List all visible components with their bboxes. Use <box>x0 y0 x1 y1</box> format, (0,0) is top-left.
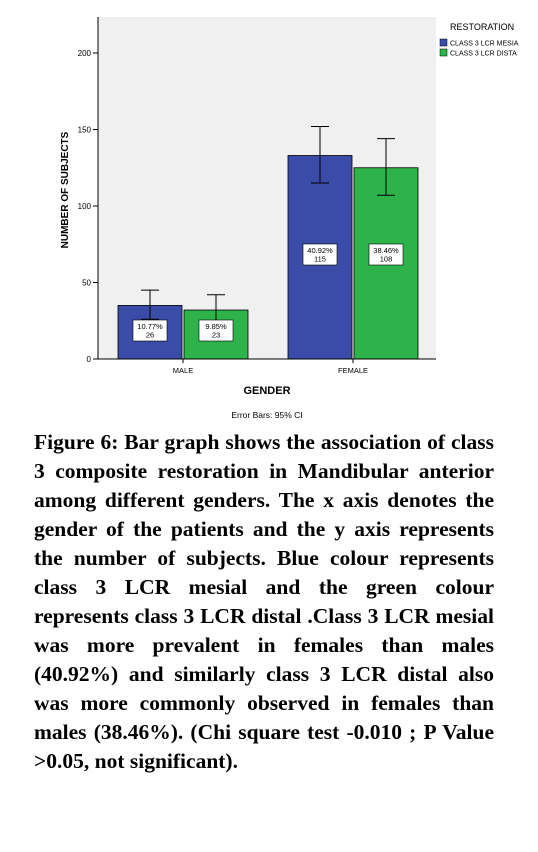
figure-caption: Figure 6: Bar graph shows the associatio… <box>34 430 494 773</box>
y-tick-label: 200 <box>78 49 92 58</box>
data-label-box <box>132 319 168 342</box>
data-label-box <box>198 319 234 342</box>
x-category-label: FEMALE <box>338 366 368 375</box>
x-axis-title: GENDER <box>243 385 290 397</box>
data-label-percent: 40.92% <box>307 246 333 255</box>
legend-swatch <box>439 48 448 57</box>
y-tick-label: 150 <box>78 126 92 135</box>
y-tick-label: 0 <box>87 355 92 364</box>
y-axis-title: NUMBER OF SUBJECTS <box>60 131 71 248</box>
data-label-percent: 38.46% <box>373 246 399 255</box>
legend-item-label: CLASS 3 LCR MESIA <box>450 41 519 48</box>
data-label-count: 108 <box>380 255 393 264</box>
data-label-percent: 10.77% <box>137 322 163 331</box>
data-label-count: 26 <box>146 331 154 340</box>
data-label-box <box>368 243 404 266</box>
error-bars-note: Error Bars: 95% CI <box>231 410 302 420</box>
x-category-label: MALE <box>173 366 193 375</box>
y-tick-label: 100 <box>78 202 92 211</box>
legend: RESTORATION CLASS 3 LCR MESIA CLASS 3 LCR… <box>439 22 519 58</box>
legend-item-label: CLASS 3 LCR DISTA <box>450 51 517 58</box>
legend-swatch <box>439 38 448 47</box>
legend-title: RESTORATION <box>450 22 514 32</box>
data-label-percent: 9.85% <box>205 322 227 331</box>
y-tick-label: 50 <box>82 279 91 288</box>
data-label-count: 115 <box>314 255 326 264</box>
data-label-box <box>302 243 338 266</box>
bar-chart: 10.77%26 9.85%23 40.92%115 38.46%108 0 50 100… <box>0 0 538 425</box>
data-label-count: 23 <box>212 331 220 340</box>
